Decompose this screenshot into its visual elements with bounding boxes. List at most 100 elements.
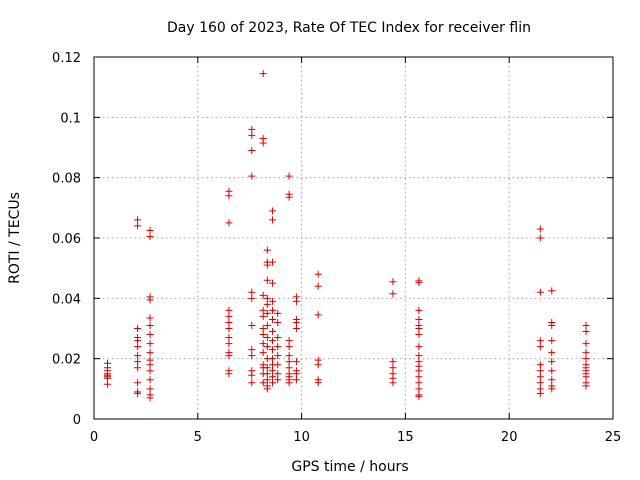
x-tick-label: 20 bbox=[501, 430, 518, 445]
data-point bbox=[415, 367, 423, 375]
data-point bbox=[248, 288, 256, 296]
data-point bbox=[263, 370, 271, 378]
data-point bbox=[582, 355, 590, 363]
data-point bbox=[582, 340, 590, 348]
data-point bbox=[274, 352, 282, 360]
data-point bbox=[263, 321, 271, 329]
data-point bbox=[274, 343, 282, 351]
data-point bbox=[259, 70, 267, 78]
data-point bbox=[292, 370, 300, 378]
data-point bbox=[415, 306, 423, 314]
data-point bbox=[536, 288, 544, 296]
data-point bbox=[285, 379, 293, 387]
data-point bbox=[415, 343, 423, 351]
x-tick-label: 5 bbox=[194, 430, 202, 445]
data-point bbox=[269, 216, 277, 224]
data-point bbox=[146, 340, 154, 348]
data-point bbox=[548, 349, 556, 357]
data-point bbox=[134, 343, 142, 351]
data-point bbox=[269, 207, 277, 215]
data-point bbox=[292, 358, 300, 366]
y-axis-label: ROTI / TECUs bbox=[7, 192, 23, 284]
data-point bbox=[225, 306, 233, 314]
data-point bbox=[415, 379, 423, 387]
y-tick-labels: 0 0.02 0.04 0.06 0.08 0.1 0.12 bbox=[52, 51, 81, 428]
data-point bbox=[415, 279, 423, 287]
data-point bbox=[269, 315, 277, 323]
data-point bbox=[248, 379, 256, 387]
data-point bbox=[259, 312, 267, 320]
data-point bbox=[274, 334, 282, 342]
data-point bbox=[263, 385, 271, 393]
data-point bbox=[146, 394, 154, 402]
data-point bbox=[146, 314, 154, 322]
plot-frame bbox=[93, 56, 614, 420]
data-point bbox=[248, 346, 256, 354]
data-point bbox=[285, 172, 293, 180]
data-point bbox=[285, 193, 293, 201]
data-point bbox=[263, 309, 271, 317]
data-point bbox=[536, 225, 544, 233]
data-point bbox=[134, 337, 142, 345]
data-point bbox=[415, 373, 423, 381]
data-point bbox=[269, 355, 277, 363]
data-point bbox=[225, 318, 233, 326]
data-point bbox=[263, 334, 271, 342]
data-point bbox=[285, 343, 293, 351]
chart-title: Day 160 of 2023, Rate Of TEC Index for r… bbox=[167, 20, 531, 36]
data-point bbox=[263, 364, 271, 372]
data-point bbox=[259, 325, 267, 332]
data-point bbox=[269, 346, 277, 354]
data-point bbox=[146, 367, 154, 375]
data-point bbox=[314, 270, 322, 278]
data-point bbox=[248, 172, 256, 180]
data-point bbox=[269, 297, 277, 305]
data-point bbox=[259, 331, 267, 339]
data-point bbox=[285, 358, 293, 366]
data-point bbox=[269, 337, 277, 345]
y-tick-label: 0.08 bbox=[52, 172, 81, 187]
data-point bbox=[146, 296, 154, 304]
data-point bbox=[548, 376, 556, 384]
data-point bbox=[389, 364, 397, 372]
x-tick-label: 25 bbox=[605, 430, 622, 445]
data-point bbox=[248, 131, 256, 139]
data-point bbox=[263, 246, 271, 254]
data-point bbox=[134, 364, 142, 372]
data-point bbox=[582, 373, 590, 381]
data-point bbox=[536, 389, 544, 397]
data-point bbox=[225, 219, 233, 227]
data-point bbox=[248, 294, 256, 302]
data-point bbox=[536, 234, 544, 242]
data-point bbox=[536, 379, 544, 387]
data-point bbox=[548, 358, 556, 366]
data-point bbox=[269, 367, 277, 375]
data-point bbox=[103, 380, 111, 388]
x-axis-label: GPS time / hours bbox=[291, 459, 408, 475]
data-point bbox=[536, 367, 544, 375]
data-point bbox=[146, 226, 154, 234]
data-point bbox=[274, 318, 282, 326]
data-point bbox=[269, 306, 277, 314]
data-point bbox=[269, 258, 277, 266]
data-point bbox=[415, 315, 423, 323]
data-point bbox=[292, 297, 300, 305]
data-point bbox=[314, 282, 322, 290]
data-point bbox=[548, 337, 556, 345]
data-point bbox=[248, 352, 256, 360]
y-tick-label: 0.06 bbox=[52, 232, 81, 247]
grid-lines bbox=[94, 57, 613, 419]
data-point bbox=[285, 337, 293, 345]
data-point bbox=[134, 389, 142, 397]
data-point bbox=[146, 232, 154, 240]
data-point bbox=[269, 379, 277, 387]
y-tick-label: 0 bbox=[73, 413, 81, 428]
x-tick-labels: 0 5 10 15 20 25 bbox=[90, 430, 621, 445]
data-point bbox=[536, 373, 544, 381]
data-point bbox=[146, 361, 154, 369]
data-point bbox=[134, 216, 142, 224]
data-point bbox=[292, 376, 300, 384]
data-point bbox=[285, 364, 293, 372]
data-point bbox=[314, 311, 322, 319]
data-point bbox=[225, 334, 233, 342]
